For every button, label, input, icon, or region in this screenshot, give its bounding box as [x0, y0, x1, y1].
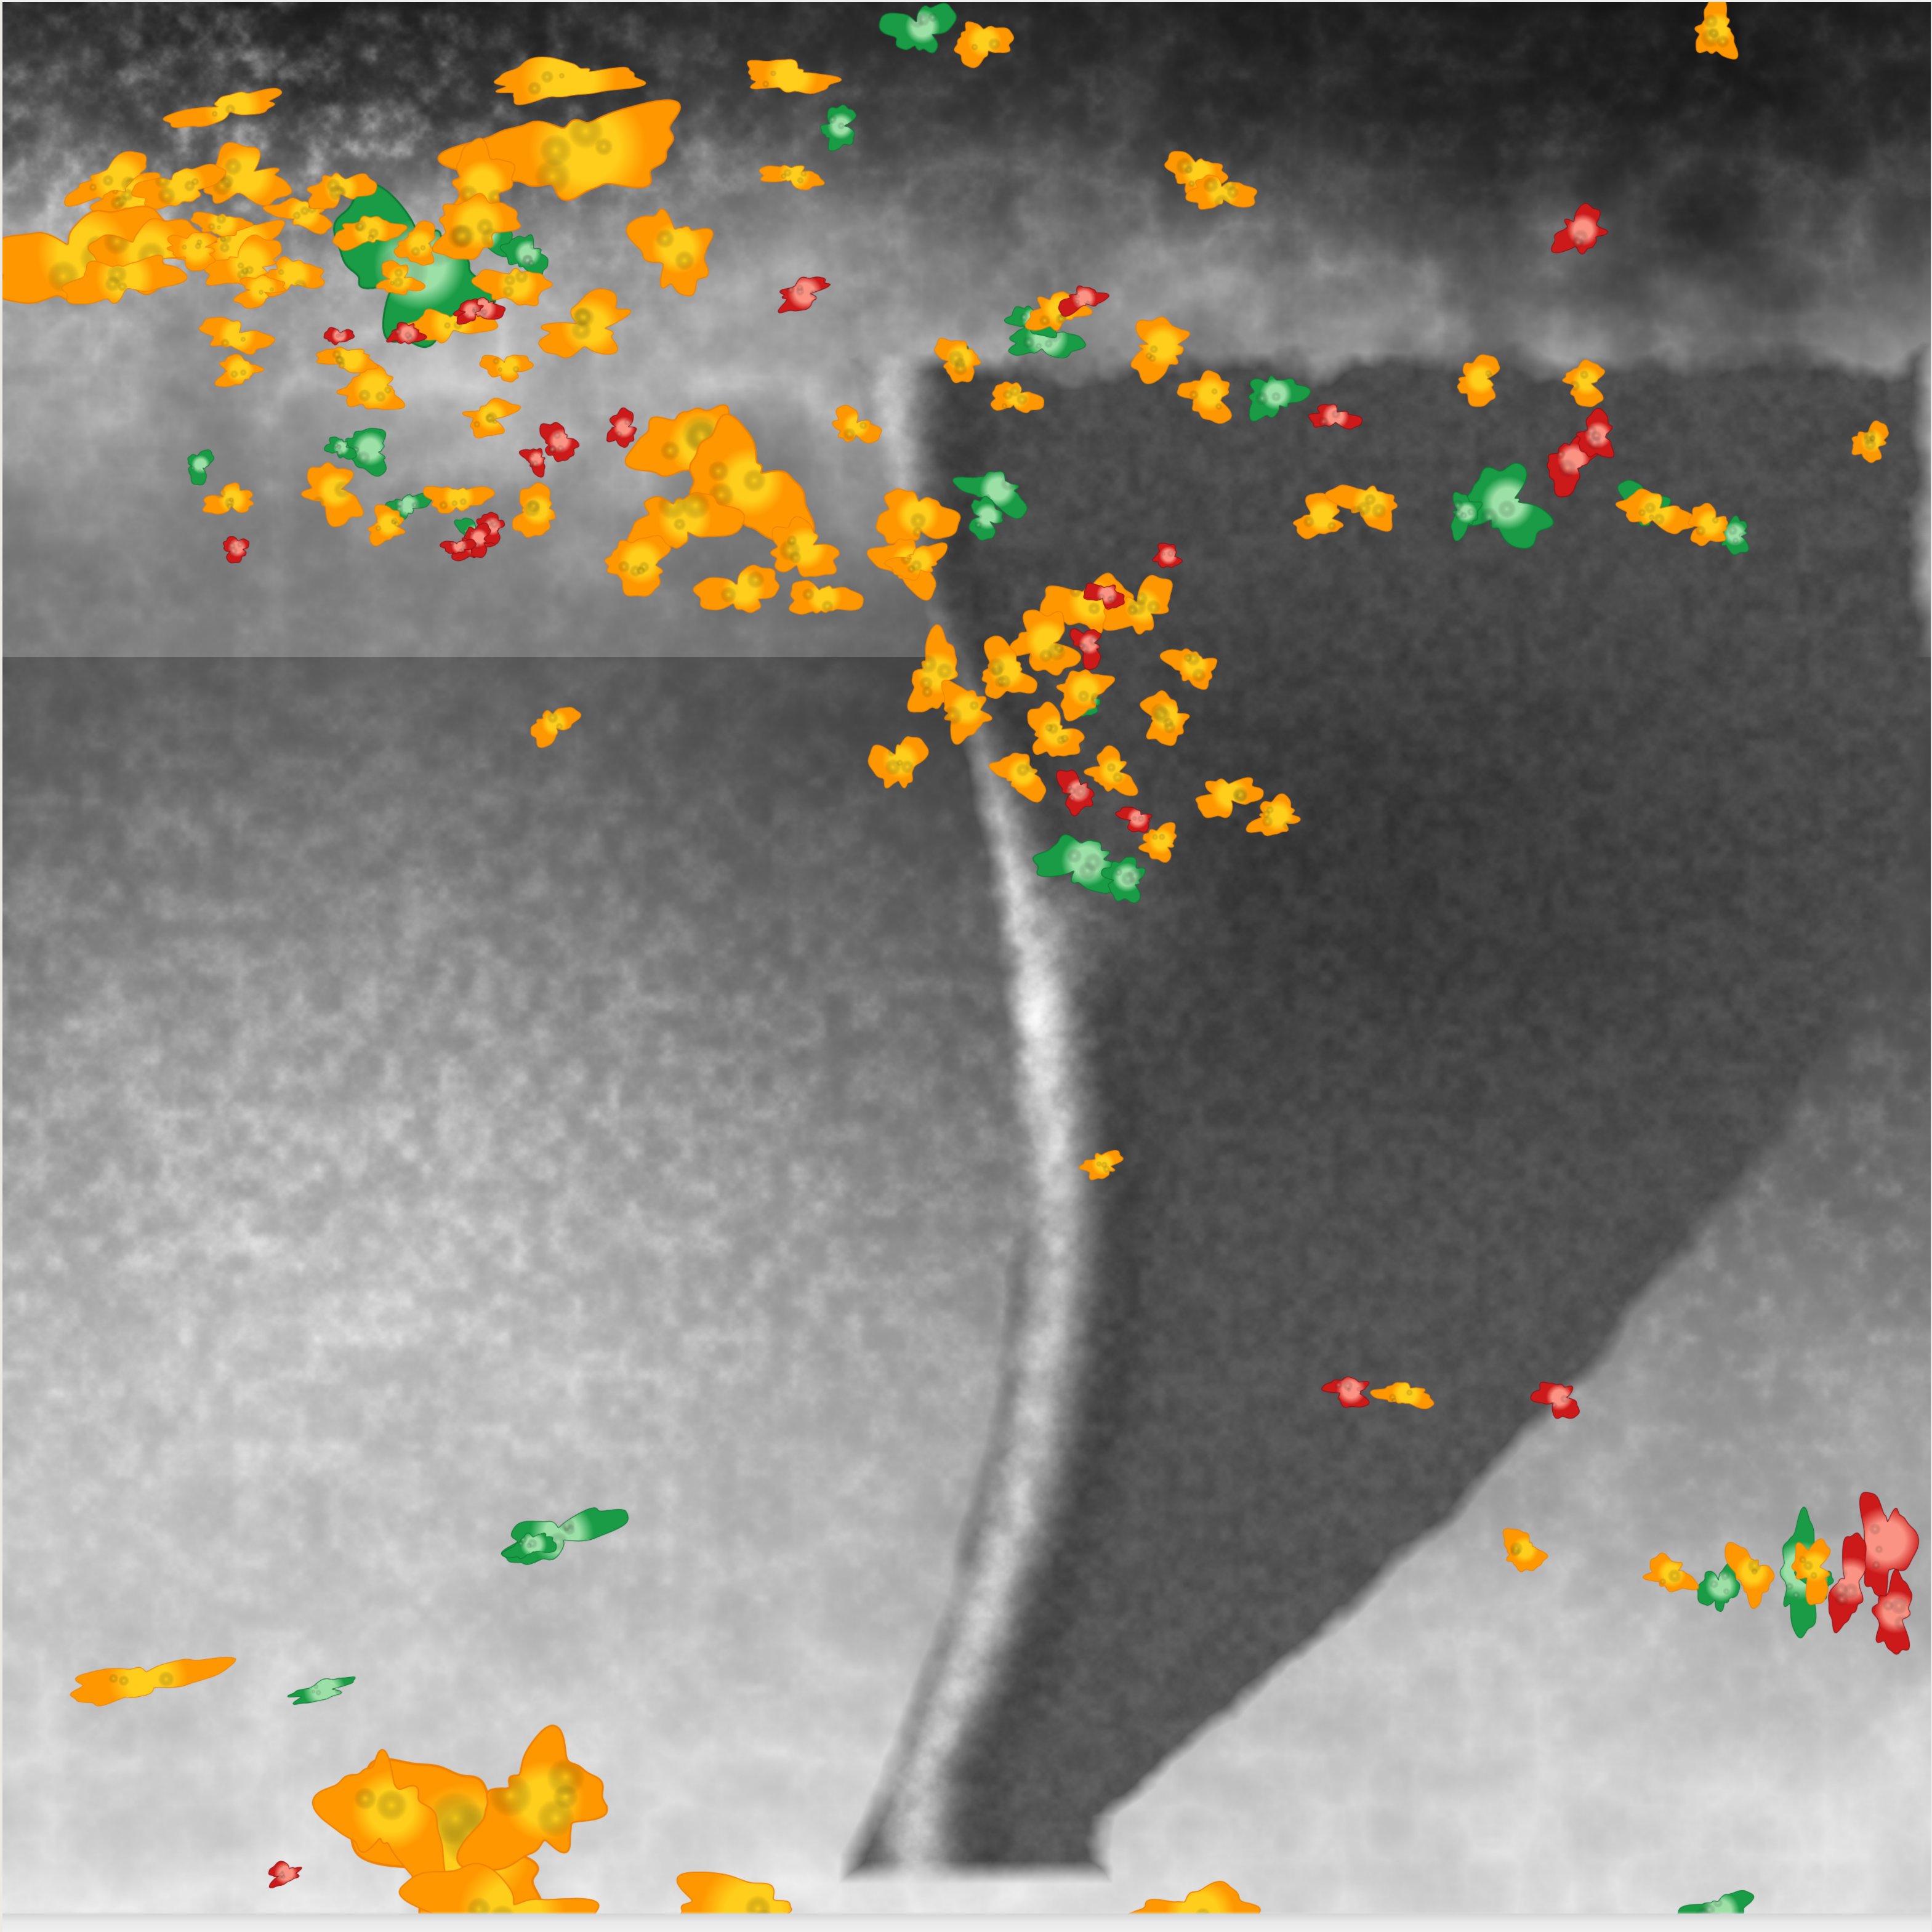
- satellite-image-panel[interactable]: [0, 0, 1932, 1932]
- satellite-basemap-canvas[interactable]: [0, 0, 1932, 1932]
- satellite-imagery-viewer: Geostationary Satellite Infrared Imagery…: [0, 0, 1932, 1932]
